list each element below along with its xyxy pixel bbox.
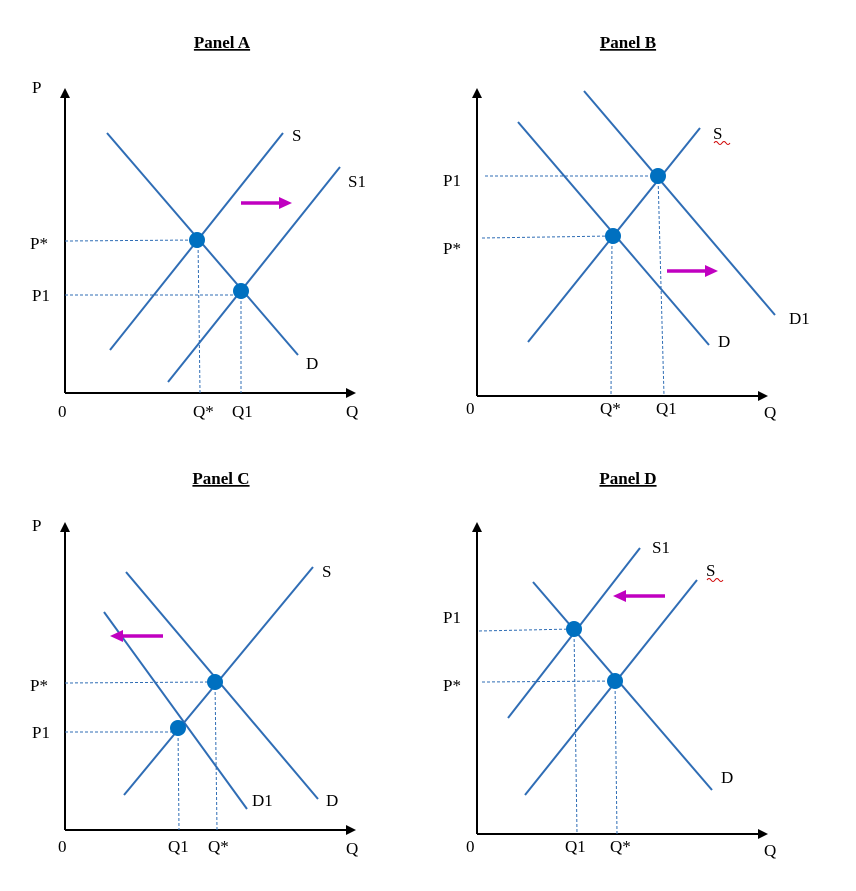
panel-a: Panel A P Q 0 S S1 D P* P1 Q* Q1 xyxy=(30,33,366,421)
panel-c-q1-label: Q1 xyxy=(168,837,189,856)
panel-b-q-star-label: Q* xyxy=(600,399,621,418)
panel-c-demand-d1-label: D1 xyxy=(252,791,273,810)
panel-a-quantity-axis-label: Q xyxy=(346,402,358,421)
panel-d-quantity-axis-label: Q xyxy=(764,841,776,860)
panel-a-q1-label: Q1 xyxy=(232,402,253,421)
panel-c-quantity-axis-label: Q xyxy=(346,839,358,858)
panel-d-guide-p1 xyxy=(478,628,574,632)
panel-c-title: Panel C xyxy=(192,469,249,488)
panel-d-guide-p-star xyxy=(481,680,615,683)
panel-c-guide-q-star xyxy=(214,681,218,831)
panel-c-origin-label: 0 xyxy=(58,837,67,856)
panel-b-quantity-axis-label: Q xyxy=(764,403,776,422)
panel-b-q1-label: Q1 xyxy=(656,399,677,418)
panel-a-supply-label: S xyxy=(292,126,301,145)
panel-d-guide-q1 xyxy=(573,628,578,835)
panel-c-demand-curve-d1 xyxy=(103,611,248,810)
panel-d: Panel D Q 0 S1 S D P* P1 Q* Q1 xyxy=(443,469,776,860)
panel-a-supply-s1-label: S1 xyxy=(348,172,366,191)
panel-b-demand-label: D xyxy=(718,332,730,351)
panel-a-price-axis-label: P xyxy=(32,78,41,97)
panel-a-equilibrium-point-initial xyxy=(189,232,205,248)
panel-b-title: Panel B xyxy=(600,33,656,52)
panel-b-p-star-label: P* xyxy=(443,239,461,258)
panel-b-shift-arrow xyxy=(667,265,718,277)
panel-d-p1-label: P1 xyxy=(443,608,461,627)
panel-b-equilibrium-point-initial xyxy=(605,228,621,244)
panel-d-q1-label: Q1 xyxy=(565,837,586,856)
panel-c-equilibrium-point-new xyxy=(170,720,186,736)
panel-b-guide-q-star xyxy=(610,235,613,397)
panel-b: Panel B Q 0 S D D1 P* P1 Q* Q1 xyxy=(443,33,810,422)
panel-a-p-star-label: P* xyxy=(30,234,48,253)
panel-a-guide-q-star xyxy=(197,239,201,394)
panel-c-shift-arrow xyxy=(110,630,163,642)
panel-d-q-star-label: Q* xyxy=(610,837,631,856)
panel-d-supply-s1-label: S1 xyxy=(652,538,670,557)
panel-c-price-axis-label: P xyxy=(32,516,41,535)
panel-d-p-star-label: P* xyxy=(443,676,461,695)
panel-a-q-star-label: Q* xyxy=(193,402,214,421)
panel-b-p1-label: P1 xyxy=(443,171,461,190)
panel-d-shift-arrow xyxy=(613,590,665,602)
panel-b-equilibrium-point-new xyxy=(650,168,666,184)
panel-c-p1-label: P1 xyxy=(32,723,50,742)
panel-c-supply-label: S xyxy=(322,562,331,581)
panel-d-demand-label: D xyxy=(721,768,733,787)
panel-b-demand-d1-label: D1 xyxy=(789,309,810,328)
panel-b-origin-label: 0 xyxy=(466,399,475,418)
panel-c-guide-p-star xyxy=(64,681,215,684)
panel-a-shift-arrow xyxy=(241,197,292,209)
panel-a-equilibrium-point-new xyxy=(233,283,249,299)
panel-b-guide-q1 xyxy=(657,175,665,397)
panel-a-p1-label: P1 xyxy=(32,286,50,305)
panel-a-title: Panel A xyxy=(194,33,251,52)
panel-b-spellcheck-squiggle xyxy=(713,141,731,145)
panel-d-origin-label: 0 xyxy=(466,837,475,856)
panel-c: Panel C P Q 0 S D D1 P* P1 Q* Q1 xyxy=(30,469,358,858)
panel-d-demand-curve xyxy=(532,581,713,791)
panel-d-supply-label: S xyxy=(706,561,715,580)
panel-d-title: Panel D xyxy=(599,469,656,488)
panel-a-origin-label: 0 xyxy=(58,402,67,421)
panel-a-demand-label: D xyxy=(306,354,318,373)
panel-b-supply-label: S xyxy=(713,124,722,143)
panel-d-equilibrium-point-initial xyxy=(607,673,623,689)
panel-c-equilibrium-point-initial xyxy=(207,674,223,690)
panel-c-p-star-label: P* xyxy=(30,676,48,695)
panel-d-spellcheck-squiggle xyxy=(706,578,724,582)
panel-b-demand-curve-d1 xyxy=(583,90,776,316)
panel-a-guide-p-star xyxy=(64,239,198,242)
panel-a-supply-curve-s1 xyxy=(167,166,341,383)
panel-d-equilibrium-point-new xyxy=(566,621,582,637)
panel-c-q-star-label: Q* xyxy=(208,837,229,856)
panel-c-guide-q1 xyxy=(177,727,180,831)
panel-c-demand-label: D xyxy=(326,791,338,810)
panel-b-guide-p-star xyxy=(481,235,613,239)
panel-d-guide-q-star xyxy=(614,680,618,835)
